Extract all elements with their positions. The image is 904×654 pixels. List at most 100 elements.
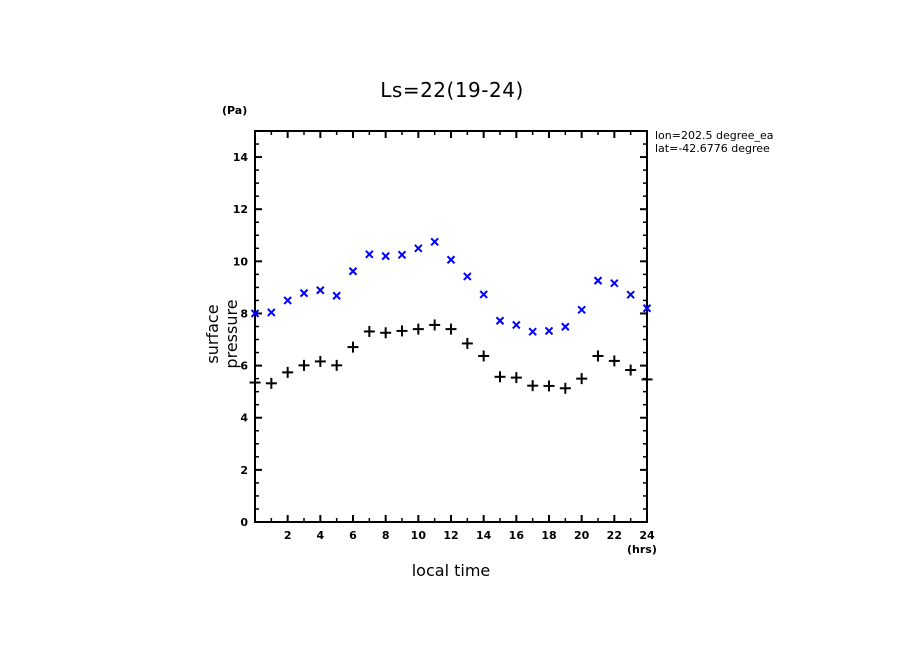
x-marker-stroke bbox=[561, 322, 570, 331]
x-tick-label: 6 bbox=[349, 529, 357, 542]
x-marker-stroke bbox=[479, 290, 488, 299]
plus-marker-point bbox=[380, 327, 392, 339]
y-tick-label: 8 bbox=[240, 307, 248, 320]
x-marker-point bbox=[626, 290, 635, 299]
x-tick-label: 24 bbox=[639, 529, 655, 542]
x-marker-point bbox=[299, 288, 309, 298]
x-marker-point bbox=[414, 244, 423, 253]
x-marker-point bbox=[348, 267, 358, 276]
x-marker-point bbox=[250, 309, 260, 318]
x-marker-stroke bbox=[593, 276, 603, 285]
x-marker-point bbox=[561, 322, 570, 331]
plus-marker-point bbox=[478, 350, 490, 362]
x-marker-point bbox=[267, 308, 276, 317]
x-marker-stroke bbox=[267, 308, 276, 317]
plus-marker-point bbox=[282, 366, 294, 378]
x-marker-stroke bbox=[495, 316, 505, 325]
x-marker-stroke bbox=[577, 305, 586, 315]
plus-marker-point bbox=[510, 372, 522, 384]
x-marker-point bbox=[495, 316, 505, 325]
x-marker-stroke bbox=[381, 251, 390, 261]
x-marker-stroke bbox=[365, 250, 374, 259]
x-tick-label: 12 bbox=[443, 529, 458, 542]
x-marker-stroke bbox=[299, 288, 309, 298]
x-marker-point bbox=[332, 291, 341, 300]
x-marker-stroke bbox=[544, 326, 554, 336]
x-marker-point bbox=[463, 272, 472, 281]
plus-marker-point bbox=[445, 323, 457, 335]
plus-marker-point bbox=[396, 325, 408, 337]
x-marker-point bbox=[593, 276, 603, 285]
plus-marker-point bbox=[265, 377, 277, 389]
data-marks bbox=[249, 237, 653, 394]
x-tick-label: 8 bbox=[382, 529, 390, 542]
x-marker-stroke bbox=[610, 279, 619, 288]
x-marker-stroke bbox=[414, 244, 423, 253]
y-tick-label: 12 bbox=[233, 203, 248, 216]
plus-marker-point bbox=[625, 364, 637, 376]
annotation-lon: lon=202.5 degree_ea bbox=[655, 129, 774, 142]
x-tick-label: 14 bbox=[476, 529, 492, 542]
plus-marker-point bbox=[576, 373, 588, 385]
x-marker-stroke bbox=[528, 327, 537, 336]
x-marker-stroke bbox=[283, 296, 292, 305]
x-marker-point bbox=[283, 296, 292, 305]
plus-marker-point bbox=[314, 355, 326, 367]
plus-marker-point bbox=[461, 337, 473, 349]
y-tick-label: 4 bbox=[240, 412, 248, 425]
x-tick-label: 22 bbox=[607, 529, 622, 542]
x-tick-label: 10 bbox=[411, 529, 427, 542]
x-marker-point bbox=[479, 290, 488, 299]
x-marker-stroke bbox=[250, 309, 260, 318]
x-marker-point bbox=[381, 251, 390, 261]
y-axis-unit: (Pa) bbox=[222, 104, 248, 117]
plus-marker-point bbox=[641, 373, 653, 385]
x-axis-label-wrap: local time bbox=[0, 561, 904, 580]
x-tick-label: 20 bbox=[574, 529, 590, 542]
plus-marker-point bbox=[527, 380, 539, 392]
y-tick-label: 6 bbox=[240, 360, 248, 373]
x-marker-stroke bbox=[642, 304, 652, 313]
x-marker-point bbox=[528, 327, 537, 336]
plus-marker-point bbox=[298, 359, 310, 371]
x-marker-point bbox=[365, 250, 374, 259]
x-marker-stroke bbox=[512, 320, 521, 330]
x-marker-stroke bbox=[332, 291, 341, 300]
x-tick-label: 2 bbox=[284, 529, 292, 542]
plus-marker-point bbox=[412, 323, 424, 335]
x-marker-stroke bbox=[316, 286, 325, 295]
y-tick-label: 10 bbox=[233, 255, 249, 268]
plus-marker-point bbox=[543, 380, 555, 392]
annotation-box: lon=202.5 degree_ea lat=-42.6776 degree bbox=[655, 129, 780, 155]
plus-marker-point bbox=[347, 341, 359, 353]
x-marker-point bbox=[512, 320, 521, 330]
x-marker-stroke bbox=[397, 250, 407, 260]
x-marker-point bbox=[544, 326, 554, 336]
y-tick-label: 2 bbox=[240, 464, 248, 477]
x-marker-point bbox=[642, 304, 652, 313]
x-axis-unit: (hrs) bbox=[627, 543, 657, 556]
plus-marker-point bbox=[559, 382, 571, 394]
x-marker-point bbox=[610, 279, 619, 288]
x-tick-label: 4 bbox=[317, 529, 325, 542]
plus-marker-point bbox=[331, 359, 343, 371]
plus-marker-point bbox=[249, 377, 261, 389]
plus-marker-point bbox=[592, 350, 604, 362]
x-marker-point bbox=[446, 255, 456, 264]
x-marker-point bbox=[430, 237, 439, 246]
plus-marker-point bbox=[363, 325, 375, 337]
chart-title: Ls=22(19-24) bbox=[380, 78, 524, 102]
x-marker-stroke bbox=[463, 272, 472, 281]
y-tick-label: 0 bbox=[240, 516, 248, 529]
x-marker-stroke bbox=[348, 267, 358, 276]
x-axis-label: local time bbox=[411, 561, 491, 580]
plus-marker-point bbox=[608, 355, 620, 367]
annotation-lat: lat=-42.6776 degree bbox=[655, 142, 770, 155]
x-marker-point bbox=[316, 286, 325, 295]
y-tick-label: 14 bbox=[233, 151, 249, 164]
x-marker-stroke bbox=[626, 290, 635, 299]
x-marker-stroke bbox=[430, 237, 439, 246]
plus-marker-point bbox=[429, 319, 441, 331]
